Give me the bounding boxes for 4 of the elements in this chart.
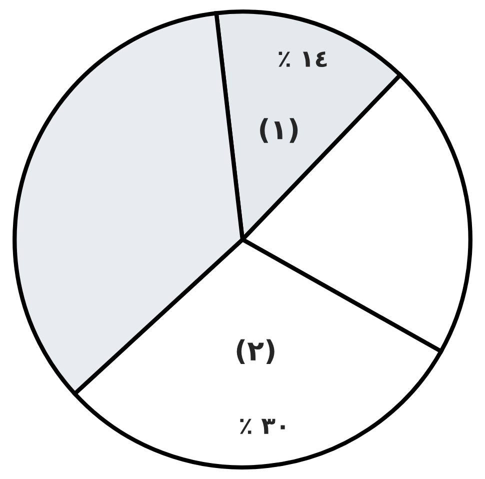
data-label: ٪ ١٤ bbox=[278, 52, 327, 67]
data-label: ٪ ٣٠ bbox=[240, 418, 285, 434]
slice-label: (٢) bbox=[236, 339, 274, 364]
slice-label: (١) bbox=[260, 118, 298, 143]
